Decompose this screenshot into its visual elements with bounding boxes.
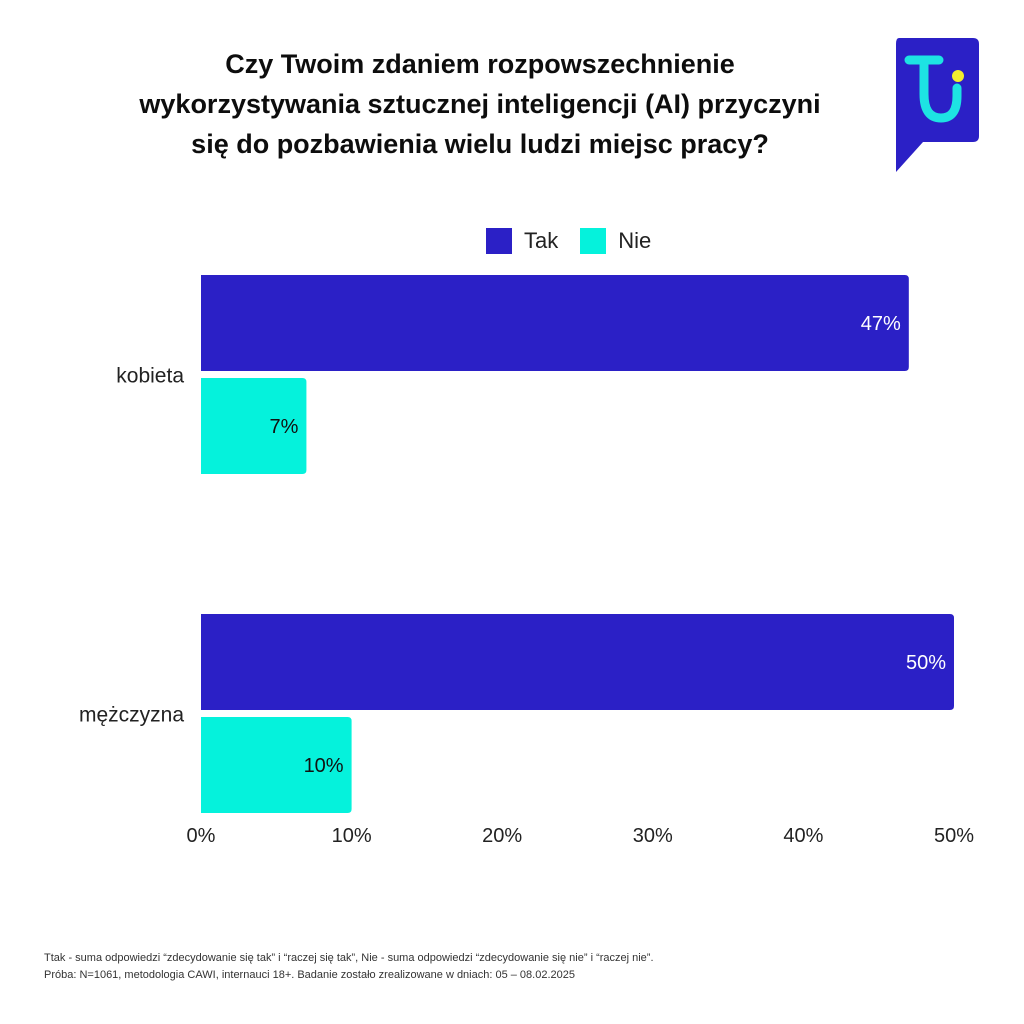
title-line-3: się do pozbawienia wielu ludzi miejsc pr… <box>191 129 769 159</box>
bar-nie <box>201 717 352 813</box>
data-label: 50% <box>906 652 946 674</box>
legend-label-tak: Tak <box>524 228 559 253</box>
category-label: kobieta <box>116 365 184 388</box>
brand-logo <box>896 38 979 172</box>
legend-swatch-nie <box>580 228 607 254</box>
x-tick-label: 20% <box>482 825 522 847</box>
x-tick-label: 30% <box>633 825 673 847</box>
legend: Tak Nie <box>486 228 673 254</box>
legend-swatch-tak <box>486 228 512 254</box>
title-line-2: wykorzystywania sztucznej inteligencji (… <box>139 89 821 119</box>
logo-mark <box>904 55 962 123</box>
legend-item-tak: Tak <box>486 228 558 254</box>
footnote-line-1: Ttak - suma odpowiedzi “zdecydowanie się… <box>44 952 654 964</box>
x-tick-label: 40% <box>783 825 823 847</box>
x-tick-label: 10% <box>332 825 372 847</box>
x-tick-label: 50% <box>934 825 974 847</box>
data-label: 47% <box>861 313 901 335</box>
logo-dot <box>952 70 964 82</box>
bar-tak <box>201 275 909 371</box>
chart-title: Czy Twoim zdaniem rozpowszechnienie wyko… <box>60 44 900 164</box>
bar-tak <box>201 614 954 710</box>
footnote-line-2: Próba: N=1061, metodologia CAWI, interna… <box>44 969 575 981</box>
legend-label-nie: Nie <box>618 228 652 253</box>
category-label: mężczyzna <box>79 704 184 727</box>
x-tick-label: 0% <box>187 825 216 847</box>
title-line-1: Czy Twoim zdaniem rozpowszechnienie <box>225 49 735 79</box>
bar-nie <box>201 378 307 474</box>
data-label: 10% <box>304 755 344 777</box>
footnote: Ttak - suma odpowiedzi “zdecydowanie się… <box>44 950 654 984</box>
legend-item-nie: Nie <box>580 228 651 254</box>
data-label: 7% <box>270 416 299 438</box>
